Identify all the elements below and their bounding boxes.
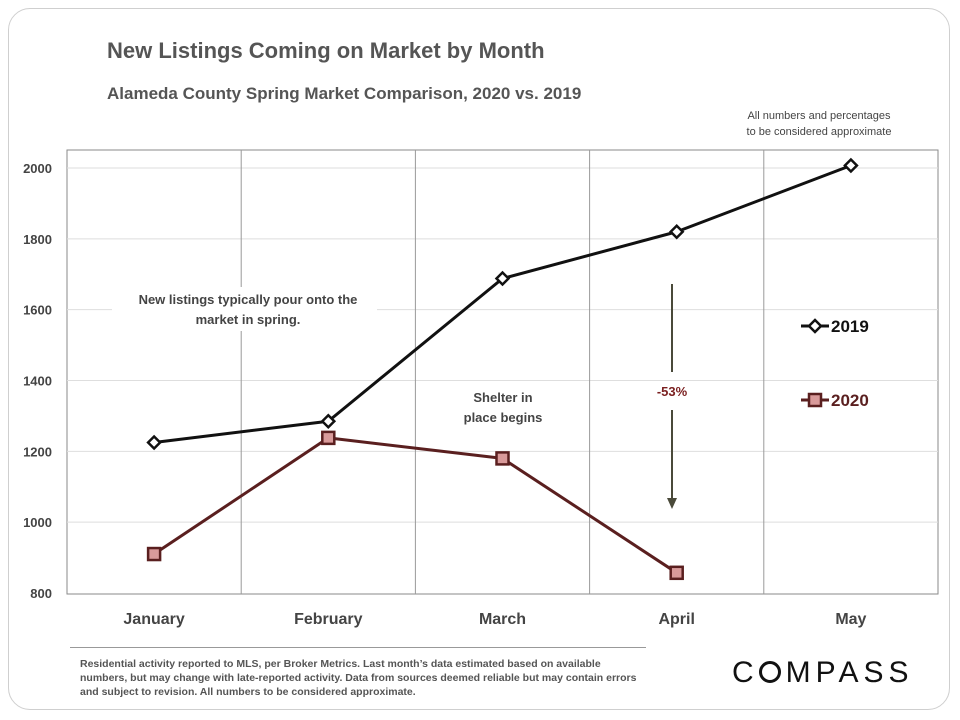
x-tick-label: January	[123, 611, 184, 628]
y-tick-label: 800	[30, 586, 52, 601]
y-tick-label: 2000	[23, 161, 52, 176]
y-tick-label: 1000	[23, 515, 52, 530]
shelter-note-line: Shelter in	[473, 390, 532, 405]
y-tick-label: 1200	[23, 444, 52, 459]
data-point-2020	[669, 565, 684, 581]
disclaimer-note: All numbers and percentages to be consid…	[704, 108, 934, 140]
data-point-2020	[146, 546, 162, 562]
spring-note-background	[112, 287, 377, 331]
y-tick-label: 1600	[23, 303, 52, 318]
y-tick-label: 1400	[23, 374, 52, 389]
x-tick-label: May	[835, 611, 866, 628]
data-point-2019	[668, 223, 685, 240]
data-point-2019	[320, 413, 337, 429]
legend-marker-2019	[807, 318, 823, 334]
series-line-2020	[153, 436, 678, 575]
y-tick-label: 1800	[23, 232, 52, 247]
spring-note-line: market in spring.	[196, 312, 301, 327]
data-point-2019	[494, 270, 511, 287]
logo-o-ring	[758, 661, 781, 683]
disclaimer-line-2: to be considered approximate	[746, 126, 892, 138]
legend-label-2019: 2019	[831, 317, 869, 336]
decline-label: -53%	[657, 384, 688, 399]
chart-subtitle: Alameda County Spring Market Comparison,…	[107, 84, 582, 103]
disclaimer-line-1: All numbers and percentages	[747, 110, 891, 122]
x-tick-label: March	[479, 611, 526, 628]
legend-label-2020: 2020	[831, 391, 869, 410]
footer-note: Residential activity reported to MLS, pe…	[80, 658, 637, 698]
shelter-note-line: place begins	[464, 410, 543, 425]
chart-card	[8, 8, 950, 710]
x-tick-label: April	[658, 611, 694, 628]
spring-note-line: New listings typically pour onto the	[139, 292, 358, 307]
footer-divider	[70, 647, 646, 648]
compass-logo: C MPASS	[732, 656, 914, 689]
plot-frame	[66, 149, 939, 595]
decline-arrow-head	[667, 498, 677, 509]
data-point-2019	[843, 157, 859, 174]
chart-title: New Listings Coming on Market by Month	[107, 38, 545, 63]
x-tick-label: February	[294, 611, 363, 628]
data-point-2019	[146, 434, 162, 451]
data-point-2020	[495, 451, 510, 466]
data-point-2020	[321, 430, 336, 446]
legend-marker-2020	[807, 392, 823, 408]
